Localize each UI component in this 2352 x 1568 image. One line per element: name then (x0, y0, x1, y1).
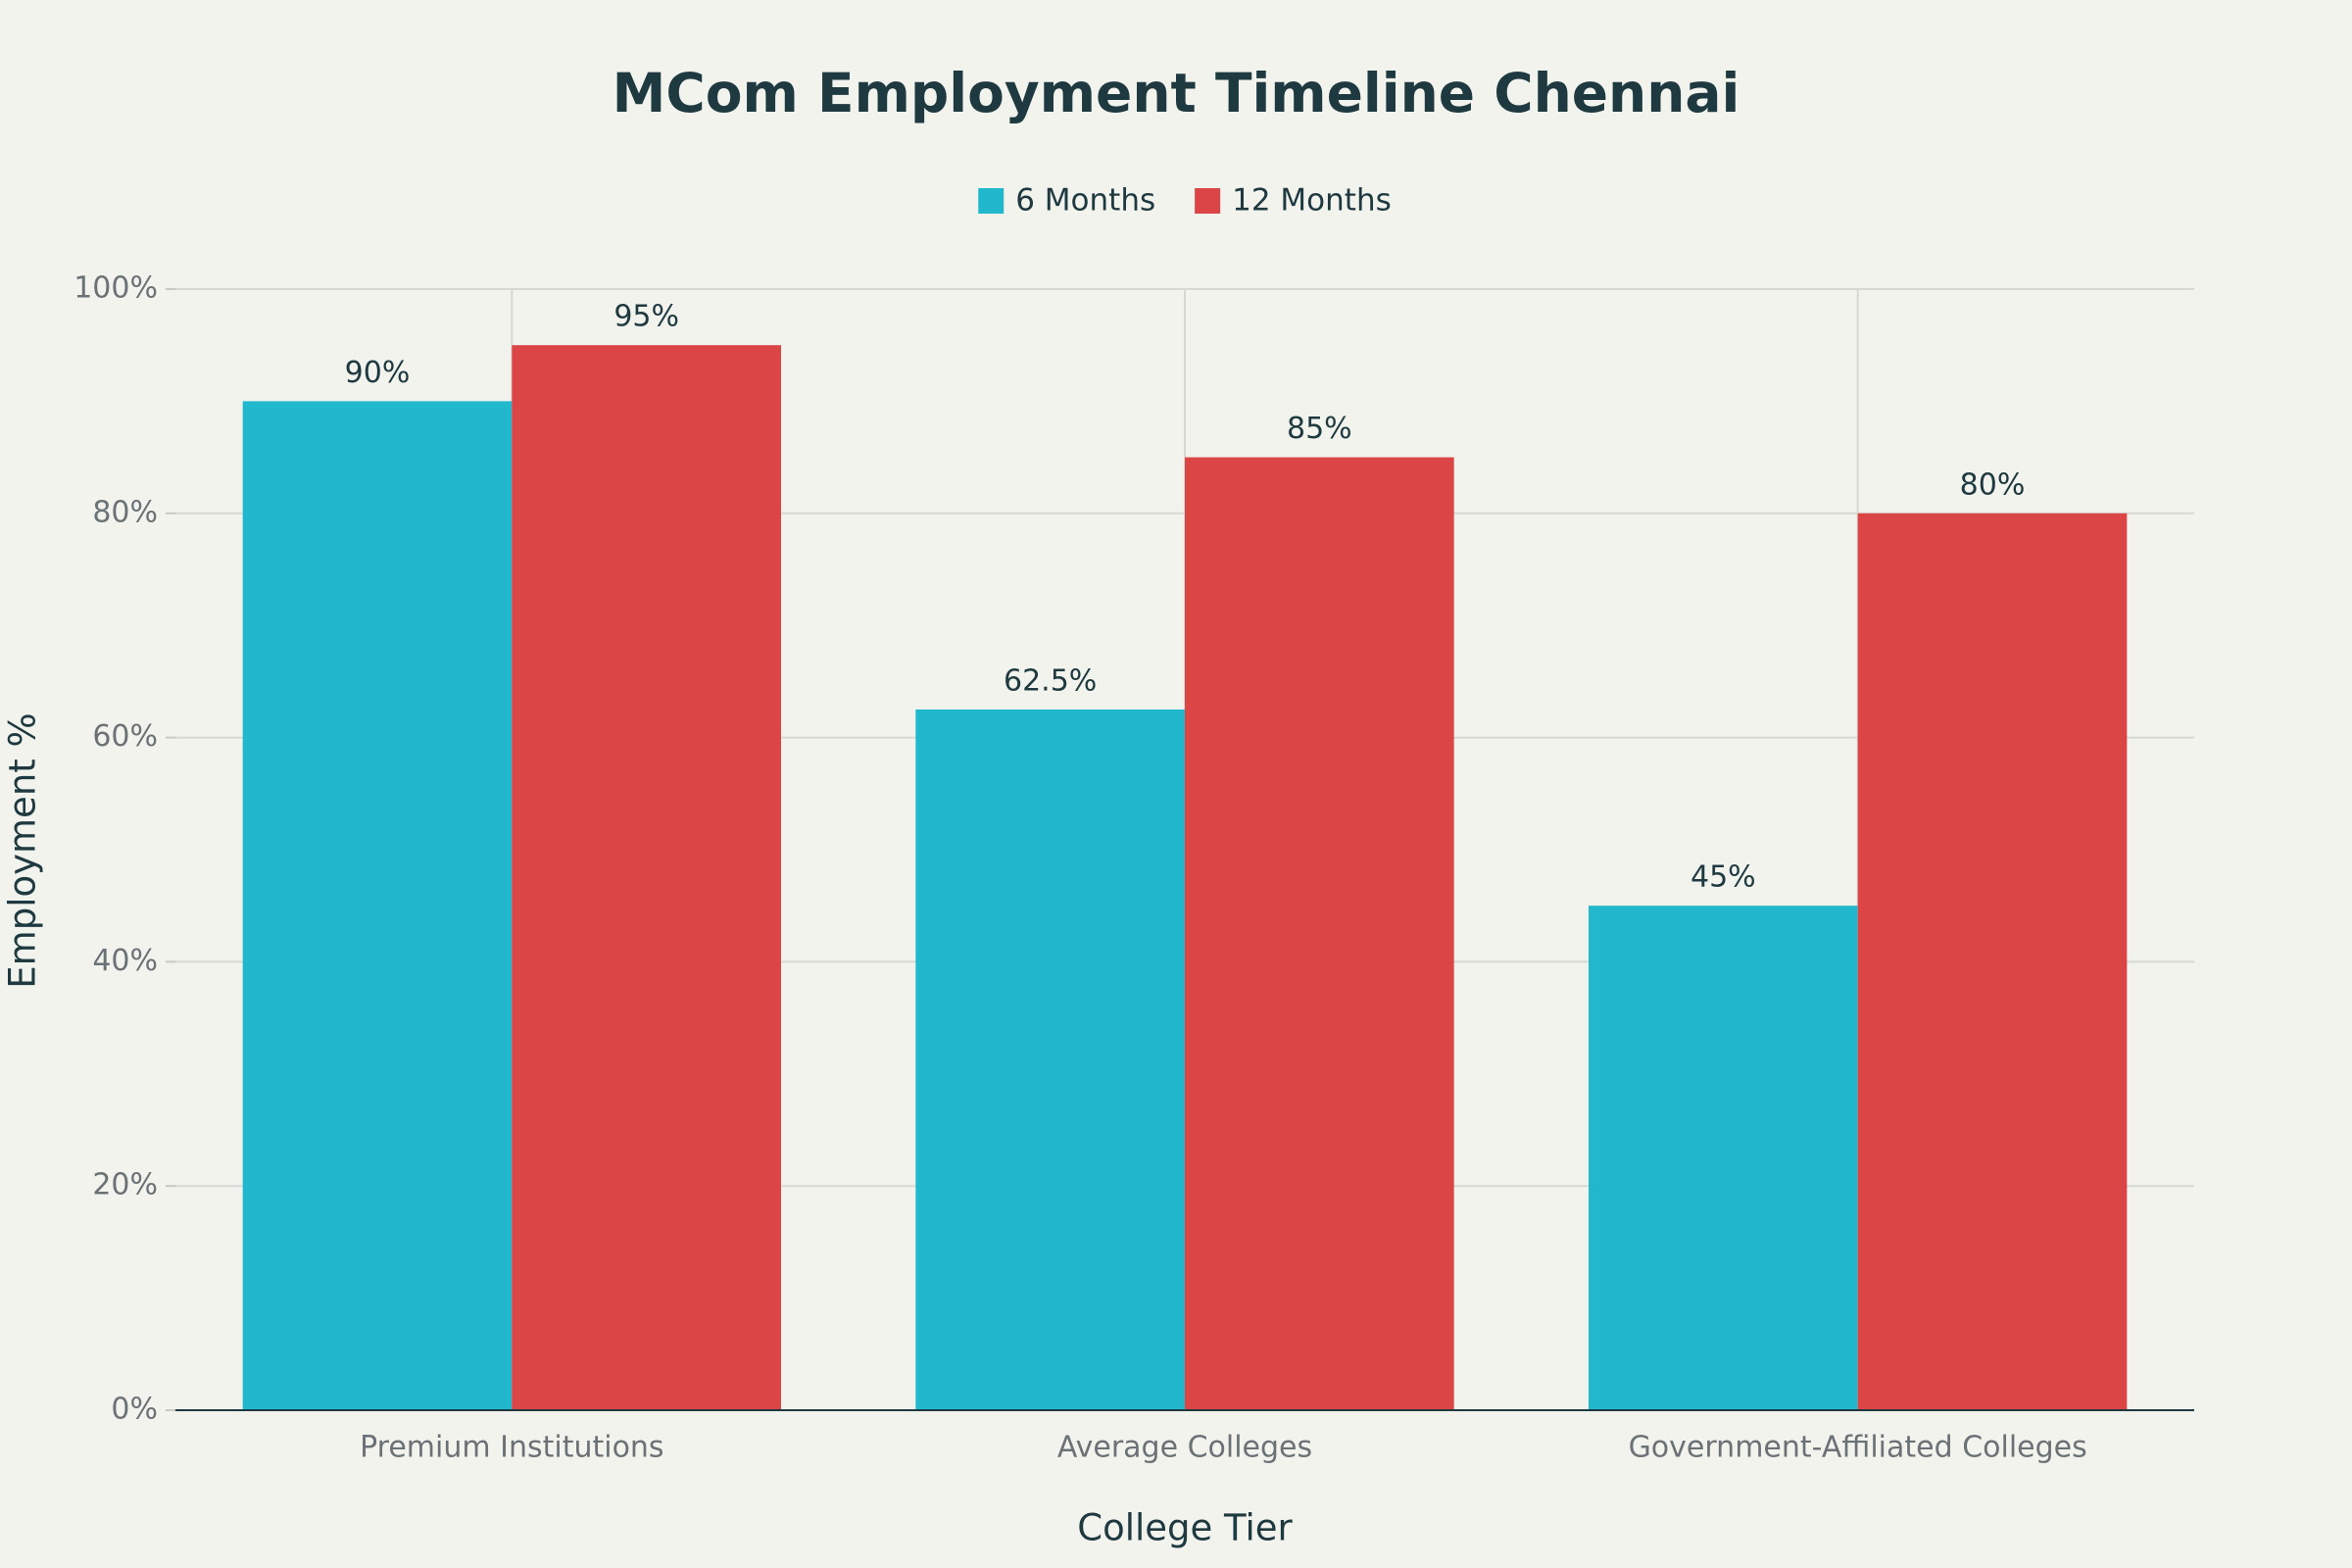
chart-title: MCom Employment Timeline Chennai (612, 62, 1740, 124)
bar (1185, 457, 1454, 1411)
bar (915, 710, 1185, 1410)
x-tick-label: Average Colleges (1057, 1431, 1312, 1465)
x-tick-label: Government-Affiliated Colleges (1629, 1431, 2087, 1465)
bar (1857, 513, 2128, 1410)
bar (1589, 906, 1858, 1410)
y-tick-label: 80% (92, 495, 158, 529)
x-tick-label: Premium Institutions (360, 1431, 664, 1465)
value-label: 45% (1690, 860, 1756, 895)
bar (512, 345, 781, 1411)
legend-swatch (1195, 188, 1221, 214)
y-tick-label: 40% (92, 944, 158, 978)
value-label: 62.5% (1004, 664, 1097, 699)
legend-swatch (978, 188, 1004, 214)
y-axis-title: Employment % (2, 712, 44, 988)
y-tick-label: 20% (92, 1168, 158, 1202)
value-label: 90% (345, 356, 411, 390)
legend-label: 6 Months (1015, 183, 1155, 219)
y-tick-label: 60% (92, 719, 158, 754)
y-tick-label: 0% (111, 1393, 158, 1427)
value-label: 95% (613, 300, 679, 334)
bar (242, 401, 513, 1410)
x-axis-title: College Tier (1077, 1507, 1293, 1549)
legend-label: 12 Months (1232, 183, 1392, 219)
y-tick-label: 100% (74, 271, 158, 306)
value-label: 80% (1960, 467, 2026, 502)
value-label: 85% (1287, 412, 1352, 446)
